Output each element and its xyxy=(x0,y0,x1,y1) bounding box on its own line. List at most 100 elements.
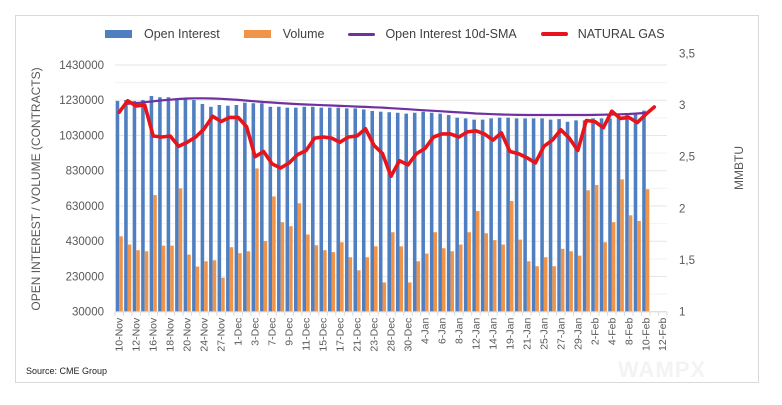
volume-bar xyxy=(136,250,140,312)
volume-bar xyxy=(323,250,327,312)
open-interest-bar xyxy=(472,119,476,312)
open-interest-bar xyxy=(548,119,553,312)
open-interest-bar xyxy=(514,118,519,312)
volume-bar xyxy=(212,260,217,312)
volume-bar xyxy=(357,270,361,312)
open-interest-bar xyxy=(217,105,222,312)
open-interest-bar xyxy=(642,110,646,312)
open-interest-bar xyxy=(132,100,137,312)
right-axis-title: MMBTU xyxy=(732,146,746,190)
legend-label-volume: Volume xyxy=(282,27,325,41)
left-axis-tick-label: 230000 xyxy=(66,271,104,283)
open-interest-bar xyxy=(344,108,349,312)
volume-bar xyxy=(280,222,285,312)
volume-bar xyxy=(331,252,336,312)
open-interest-bar xyxy=(599,118,604,312)
left-axis-tick-label: 630000 xyxy=(66,201,104,213)
volume-bar xyxy=(577,255,582,312)
volume-bar xyxy=(458,244,463,312)
volume-bar xyxy=(586,190,590,312)
legend-item-volume: Volume xyxy=(243,27,325,41)
legend-label-sma: Open Interest 10d-SMA xyxy=(385,27,517,41)
x-axis-tick-label: 15-Dec xyxy=(318,318,330,352)
volume-bar xyxy=(535,266,539,312)
volume-bar xyxy=(153,195,157,312)
watermark: WAMPX xyxy=(618,357,707,382)
lines xyxy=(117,97,657,179)
open-interest-bar xyxy=(531,118,536,312)
x-axis-tick-label: 12-Nov xyxy=(131,317,143,352)
volume-bar xyxy=(127,244,132,312)
open-interest-bar xyxy=(336,107,341,312)
right-axis-tick-label: 3,5 xyxy=(679,48,695,60)
open-interest-bar xyxy=(149,96,154,312)
right-axis-ticks: 3,5 3 2,5 2 1,5 1 xyxy=(679,48,695,318)
volume-bar xyxy=(221,277,225,312)
volume-bar xyxy=(484,233,488,312)
open-interest-bar xyxy=(480,119,485,312)
volume-bar xyxy=(229,247,234,312)
open-interest-bar xyxy=(226,105,230,312)
open-interest-bar xyxy=(404,113,408,312)
volume-bar xyxy=(178,188,183,312)
open-interest-bar xyxy=(412,112,417,312)
x-axis-tick-label: 1-Dec xyxy=(233,318,245,346)
open-interest-bar xyxy=(277,106,281,312)
open-interest-bar xyxy=(294,107,298,312)
open-interest-bar xyxy=(361,109,366,312)
open-interest-bar xyxy=(260,103,264,312)
open-interest-bar xyxy=(574,120,578,312)
legend-item-natural-gas: NATURAL GAS xyxy=(540,27,665,41)
x-axis-tick-label: 21-Dec xyxy=(352,318,364,352)
x-axis-tick-label: 6-Jan xyxy=(436,318,448,344)
left-axis-tick-label: 1030000 xyxy=(59,130,104,142)
left-axis-tick-label: 830000 xyxy=(66,166,104,178)
x-axis-tick-label: 4-Feb xyxy=(606,318,618,346)
open-interest-bar xyxy=(158,97,162,312)
x-axis-tick-label: 20-Nov xyxy=(182,317,194,352)
volume-bar xyxy=(620,179,624,312)
x-axis-tick-label: 27-Nov xyxy=(216,317,228,352)
right-axis-tick-label: 1 xyxy=(679,307,685,319)
open-interest-bar xyxy=(608,118,612,312)
volume-bar xyxy=(365,257,370,312)
legend-swatch-open-interest xyxy=(105,30,132,38)
x-axis-tick-label: 23-Dec xyxy=(369,318,381,352)
volume-bar xyxy=(340,242,344,312)
open-interest-bar xyxy=(200,103,205,312)
volume-bar xyxy=(492,240,497,312)
x-axis-tick-label: 25-Jan xyxy=(538,318,550,350)
volume-bar xyxy=(637,220,641,312)
open-interest-bar xyxy=(446,115,451,312)
open-interest-bar xyxy=(582,120,587,312)
open-interest-bar xyxy=(234,105,239,312)
volume-bar xyxy=(161,245,166,312)
legend-label-natural-gas: NATURAL GAS xyxy=(577,27,665,41)
volume-bar xyxy=(416,261,421,312)
open-interest-bar xyxy=(166,97,171,312)
open-interest-bar xyxy=(633,114,638,312)
open-interest-bar xyxy=(421,111,425,312)
volume-bar xyxy=(569,251,573,312)
x-axis-tick-label: 8-Feb xyxy=(623,318,635,346)
open-interest-bar xyxy=(497,117,502,312)
open-interest-bar xyxy=(251,103,256,312)
volume-bar xyxy=(391,232,395,312)
volume-bar xyxy=(441,248,446,312)
volume-bar xyxy=(263,241,268,312)
left-axis-title: OPEN INTEREST / VOLUME (CONTRACTS) xyxy=(29,67,43,310)
x-axis-tick-label: 7-Dec xyxy=(267,318,279,346)
open-interest-bar xyxy=(591,118,595,312)
x-axis-tick-label: 3-Dec xyxy=(250,318,262,346)
x-axis-tick-label: 2-Feb xyxy=(589,318,601,346)
open-interest-bar xyxy=(268,106,273,312)
volume-bar xyxy=(433,232,438,312)
chart-frame xyxy=(15,15,759,383)
bars xyxy=(115,96,650,312)
x-axis-tick-label: 19-Jan xyxy=(504,318,516,350)
volume-bar xyxy=(475,211,480,312)
volume-bar xyxy=(195,266,200,312)
open-interest-bar xyxy=(565,121,570,312)
volume-bar xyxy=(560,248,565,312)
volume-bar xyxy=(611,222,616,312)
